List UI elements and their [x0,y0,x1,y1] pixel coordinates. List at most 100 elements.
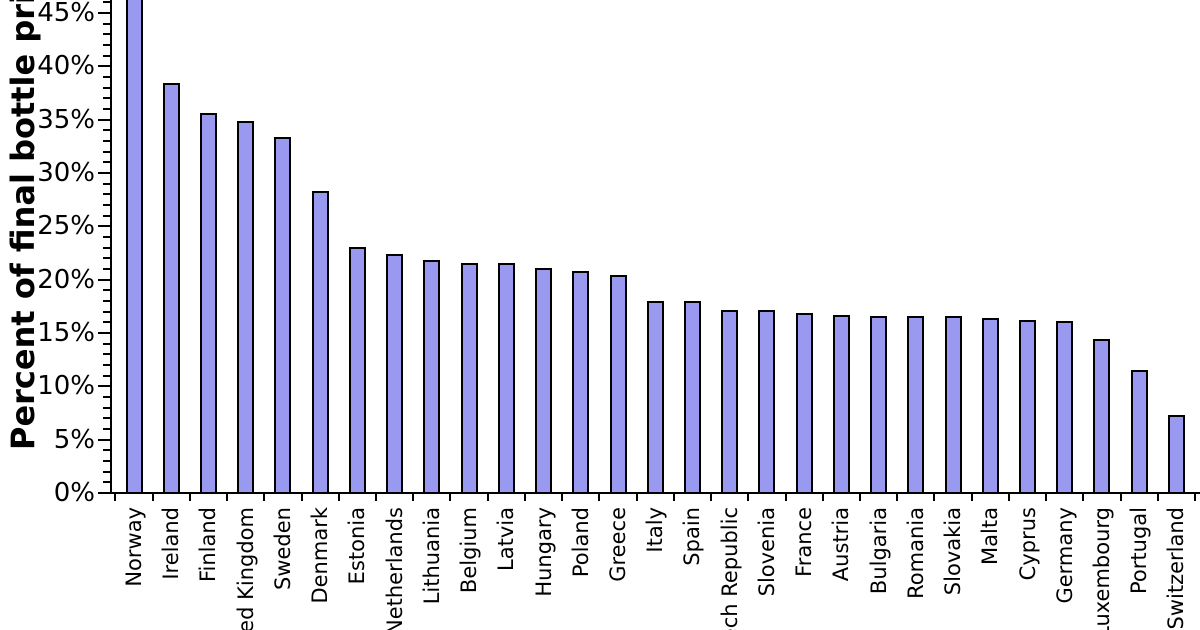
x-axis-tick [337,494,340,501]
x-axis-tick [1082,494,1085,501]
y-major-tick [98,278,110,281]
x-tick-label-lithuania: Lithuania [419,507,444,605]
x-axis-tick [523,494,526,501]
x-tick-label-greece: Greece [606,507,630,582]
x-axis-tick [412,494,415,501]
y-tick-label: 0% [53,478,95,508]
bar-austria [832,314,850,494]
y-minor-tick [103,161,110,164]
y-axis-line [110,0,112,494]
x-axis-tick [486,494,489,501]
bar-greece [609,275,627,494]
x-axis-tick [1156,494,1159,501]
bar-luxembourg [1093,339,1111,494]
y-minor-tick [103,342,110,345]
bar-lithuania [423,260,441,494]
y-minor-tick [103,299,110,302]
bar-slovakia [944,315,962,494]
bar-bulgaria [870,315,888,494]
y-minor-tick [103,257,110,260]
x-tick-label-latvia: Latvia [494,507,519,571]
x-tick-label-hungary: Hungary [531,507,556,597]
x-axis-tick [300,494,303,501]
y-major-tick [98,171,110,174]
x-axis-tick [710,494,713,501]
y-tick-label: 40% [37,51,95,82]
x-axis-tick [635,494,638,501]
x-tick-label-finland: Finland [196,507,221,583]
x-axis-tick [1007,494,1010,501]
y-tick-label: 30% [37,157,95,188]
x-tick-label-slovenia: Slovenia [754,507,779,597]
x-axis-tick [375,494,377,501]
y-minor-tick [103,214,110,217]
x-tick-label-bulgaria: Bulgaria [866,507,891,595]
bar-germany [1056,321,1074,494]
y-major-tick [98,438,110,441]
x-axis-tick [970,494,973,501]
y-minor-tick [103,406,110,409]
y-tick-label: 15% [37,317,95,348]
x-tick-label-cyprus: Cyprus [1015,507,1040,581]
x-tick-label-norway: Norway [122,507,146,587]
x-axis-tick [449,494,452,501]
y-major-tick [98,118,110,121]
y-minor-tick [103,22,110,25]
bar-sweden [274,136,292,494]
bar-belgium [460,262,478,494]
bar-italy [646,300,664,494]
y-minor-tick [103,203,110,206]
bar-france [795,312,813,494]
x-tick-label-italy: Italy [643,507,668,553]
x-tick-label-belgium: Belgium [457,507,482,594]
x-axis-tick [598,494,601,501]
y-minor-tick [103,353,110,356]
bar-spain [683,300,701,494]
x-axis-tick [784,494,787,501]
bar-ireland [162,83,180,494]
y-minor-tick [103,75,110,78]
x-axis-tick [859,494,861,501]
bar-portugal [1130,370,1148,494]
bar-poland [572,271,590,494]
y-minor-tick [103,246,110,249]
x-axis-tick [896,494,899,501]
bar-malta [981,318,999,494]
y-minor-tick [103,97,110,100]
x-tick-label-switzerland: Switzerland [1164,507,1189,630]
x-tick-label-romania: Romania [903,507,928,599]
y-tick-label: 45% [37,0,95,28]
x-axis-tick [114,494,117,501]
bar-cyprus [1019,320,1037,494]
y-minor-tick [103,150,110,153]
y-tick-label: 5% [53,424,95,455]
x-axis-tick [561,494,564,501]
y-minor-tick [103,193,110,196]
x-tick-label-ireland: Ireland [159,507,184,580]
y-minor-tick [103,363,110,366]
y-major-tick [98,11,110,14]
bar-denmark [311,191,329,494]
y-minor-tick [103,33,110,36]
y-minor-tick [103,481,110,484]
y-major-tick [98,331,110,334]
bar-latvia [497,262,515,494]
y-major-tick [98,385,110,388]
y-tick-label: 20% [37,264,95,295]
y-minor-tick [103,417,110,420]
y-minor-tick [103,43,110,46]
x-tick-label-spain: Spain [680,507,705,566]
y-minor-tick [103,86,110,89]
y-minor-tick [103,289,110,292]
y-minor-tick [103,139,110,142]
x-tick-label-united-kingdom: United Kingdom [233,507,258,630]
x-tick-label-netherlands: Netherlands [382,507,407,630]
y-minor-tick [103,235,110,238]
x-tick-label-germany: Germany [1052,507,1077,604]
x-axis-tick [933,494,936,501]
y-tick-label: 25% [37,211,95,242]
x-axis-tick [1119,494,1122,501]
bar-slovenia [758,309,776,494]
y-minor-tick [103,1,110,4]
bar-estonia [348,246,366,494]
